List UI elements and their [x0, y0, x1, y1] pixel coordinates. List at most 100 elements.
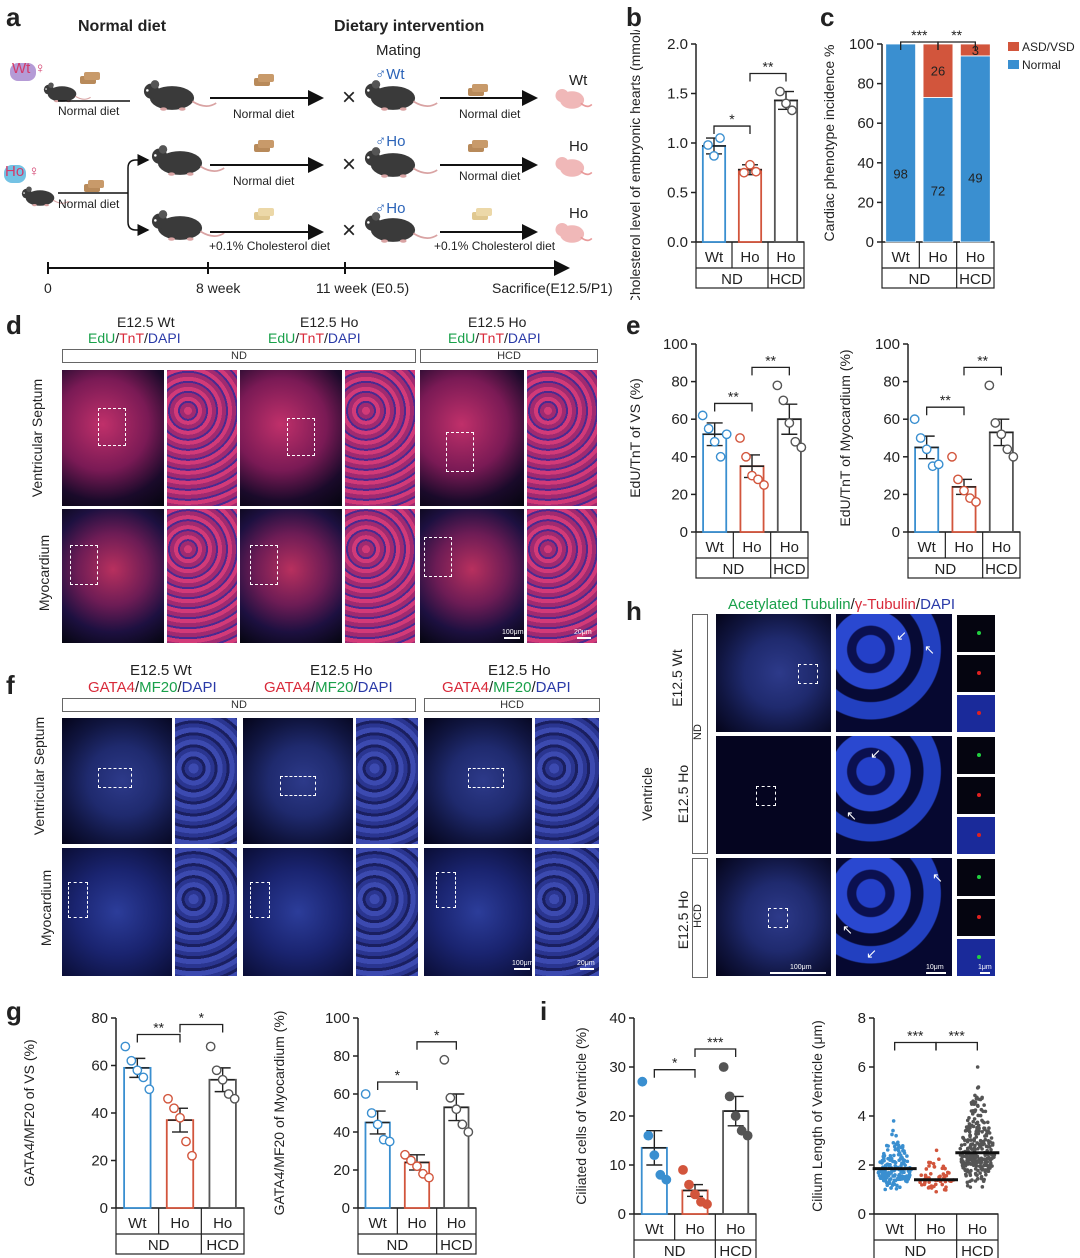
h-img-wt — [716, 614, 831, 732]
a-timeline-11w: 11 week (E0.5) — [316, 280, 410, 296]
i2-point-2-237 — [966, 1138, 970, 1142]
i2-point-2-140 — [961, 1135, 965, 1140]
f-col-title-1: E12.5 Wt — [130, 662, 192, 679]
b-ytick-label-2: 1.0 — [667, 135, 688, 152]
i2-point-2-192 — [970, 1112, 975, 1116]
f-zoom-myo-hcd — [535, 848, 599, 976]
e1-sig-label-0: ** — [728, 388, 739, 404]
e2-point-0-2 — [921, 444, 932, 455]
d-roi-3 — [446, 432, 474, 472]
a-timeline-sacrifice: Sacrifice(E12.5/P1) — [492, 280, 613, 296]
d-scalebar-big — [504, 637, 520, 639]
g2-ytick-label-4: 80 — [333, 1048, 350, 1065]
e2-point-1-4 — [971, 497, 981, 507]
i2-point-0-159 — [881, 1154, 886, 1159]
i2-point-0-132 — [881, 1170, 885, 1175]
f-col-title-3: E12.5 Ho — [488, 662, 551, 679]
slash: / — [134, 679, 140, 696]
i2-point-2-279 — [985, 1156, 989, 1161]
d-img-vs-wt — [62, 370, 164, 506]
i2-point-2-134 — [987, 1126, 991, 1130]
i2-point-2-81 — [978, 1113, 983, 1118]
i2-point-0-154 — [888, 1156, 893, 1160]
i2-point-2-264 — [977, 1142, 981, 1146]
g1-point-2-0 — [205, 1041, 216, 1052]
f-zoom-myo-wt — [175, 848, 237, 976]
i2-point-2-219 — [979, 1161, 983, 1165]
edu-label: EdU — [268, 330, 296, 346]
d-scalebar-small — [577, 637, 591, 639]
e1-point-1-4 — [759, 480, 769, 490]
e2-point-2-2 — [996, 429, 1007, 440]
c-ytick-label-5: 100 — [849, 36, 874, 53]
i2-point-2-243 — [986, 1139, 991, 1143]
c-bar-label-1-2: 3 — [972, 43, 979, 58]
i2-point-2-49 — [959, 1143, 964, 1147]
chart-i1: 0 10 20 30 40 Wt Ho Ho ND HCD Ciliated cells of Ve… — [573, 1010, 757, 1258]
i2-point-0-92 — [889, 1186, 893, 1190]
e1-point-1-0 — [735, 433, 745, 443]
i2-point-2-276 — [976, 1131, 980, 1136]
g1-sig-bracket-1 — [179, 1023, 224, 1033]
slash: / — [310, 679, 316, 696]
h-scale-big: 100μm — [790, 964, 812, 971]
i1-bar-2 — [722, 1110, 750, 1215]
i2-point-0-140 — [882, 1178, 887, 1183]
c-ytick-label-0: 0 — [866, 234, 874, 251]
g1-point-0-4 — [144, 1084, 155, 1095]
e1-ytick-label-3: 60 — [671, 411, 688, 428]
g1-ytick-label-1: 20 — [91, 1153, 108, 1170]
c-sig-label-0: *** — [911, 30, 928, 43]
i2-point-2-247 — [976, 1104, 980, 1108]
g2-point-1-2 — [412, 1161, 422, 1172]
i2-point-2-88 — [971, 1119, 975, 1124]
f-col-title-2: E12.5 Ho — [310, 662, 373, 679]
g1-sig-label-1: * — [199, 1010, 205, 1026]
i2-point-2-262 — [988, 1164, 993, 1169]
i2-point-2-271 — [984, 1168, 988, 1172]
h-scalebar-mid — [926, 972, 946, 974]
g2-ytick-label-2: 40 — [333, 1124, 350, 1141]
b-sig-bracket-1 — [749, 72, 787, 82]
i2-group-hcd: HCD — [961, 1243, 994, 1258]
i1-group-hcd: HCD — [719, 1243, 752, 1258]
acetylated-tubulin-label: Acetylated Tubulin — [728, 596, 851, 613]
g2-point-2-4 — [463, 1127, 474, 1137]
i2-point-2-229 — [982, 1157, 986, 1162]
g2-ylabel: GATA4/MF20 of Myocardium (%) — [271, 1011, 287, 1216]
e2-point-2-0 — [984, 380, 995, 391]
f-zoom-vs-hcd — [535, 718, 599, 844]
i2-sig-bracket-0 — [894, 1041, 937, 1051]
e1-point-2-3 — [790, 436, 801, 447]
i2-point-2-259 — [965, 1169, 970, 1173]
chart-g2: 0 20 40 60 80 100 Wt Ho Ho ND HCD GATA4/MF20 of Myo… — [271, 1010, 477, 1255]
e2-sig-label-1: ** — [977, 352, 988, 368]
i2-group-nd: ND — [904, 1243, 926, 1258]
g2-ytick-label-1: 20 — [333, 1162, 350, 1179]
f-img-vs-ho — [243, 718, 353, 844]
i2-point-2-121 — [981, 1167, 985, 1171]
f-row-label-vs: Ventricular Septum — [31, 716, 48, 836]
f-stain-3: GATA4/MF20/DAPI — [442, 679, 571, 696]
i2-point-0-155 — [885, 1183, 890, 1188]
i2-point-0-126 — [886, 1170, 891, 1175]
c-bar-0-2 — [959, 55, 991, 243]
c-xcat-1: Ho — [928, 249, 947, 266]
panel-label-i: i — [540, 996, 548, 1026]
f-stain-1: GATA4/MF20/DAPI — [88, 679, 217, 696]
a-timeline-8w: 8 week — [196, 280, 241, 296]
i2-point-0-111 — [884, 1163, 889, 1168]
g1-ytick-label-2: 40 — [91, 1105, 108, 1122]
panel-label-g: g — [6, 996, 22, 1026]
d-cond-hcd: HCD — [420, 349, 598, 363]
b-point-1-0 — [739, 167, 749, 178]
a-male-ho-2: ♂Ho — [375, 200, 406, 217]
h-row-label-1: E12.5 Wt — [668, 649, 685, 707]
h-roi-2 — [756, 786, 776, 806]
i2-point-0-121 — [888, 1178, 892, 1182]
e1-sig-bracket-0 — [714, 402, 753, 412]
i2-xcat-1: Ho — [926, 1221, 945, 1238]
h-cond-nd: ND — [691, 724, 704, 740]
e1-ytick-label-4: 80 — [671, 374, 688, 391]
i2-point-0-149 — [901, 1158, 906, 1162]
